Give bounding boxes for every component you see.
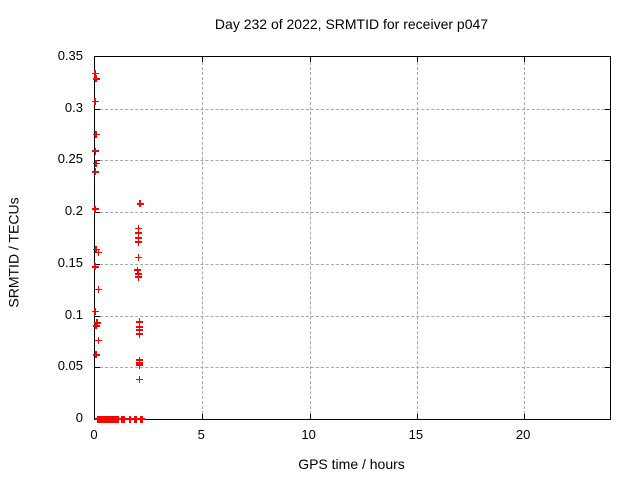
y-tick-label: 0 — [75, 410, 83, 425]
y-tick-mark — [605, 108, 610, 110]
y-tick-mark — [605, 315, 610, 317]
y-tick-label: 0.3 — [64, 99, 83, 115]
data-point-marker — [134, 234, 142, 242]
data-point-marker — [134, 229, 142, 237]
data-point-marker — [92, 351, 100, 359]
y-tick-label: 0.25 — [57, 151, 83, 167]
y-tick-label: 0.2 — [64, 203, 83, 219]
y-tick-mark — [95, 315, 100, 317]
y-axis-label: SRMTID / TECUs — [5, 197, 22, 308]
h-gridline — [95, 315, 610, 317]
data-point-marker — [92, 160, 100, 168]
data-point-marker — [133, 266, 141, 274]
data-point-marker — [91, 263, 99, 271]
data-point-marker — [91, 205, 99, 213]
x-tick-mark — [416, 57, 418, 62]
data-point-marker — [135, 326, 143, 334]
data-point-marker — [91, 70, 99, 78]
data-point-marker — [138, 415, 146, 423]
data-point-marker — [132, 415, 140, 423]
h-gridline — [95, 263, 610, 265]
x-axis-label: GPS time / hours — [298, 456, 405, 472]
h-gridline — [95, 212, 610, 214]
h-gridline — [95, 160, 610, 162]
x-tick-mark — [309, 57, 311, 62]
x-tick-mark — [524, 414, 526, 419]
data-point-marker — [92, 131, 100, 139]
plot-area — [91, 56, 611, 423]
v-gridline — [524, 57, 526, 419]
data-point-marker — [92, 322, 100, 330]
x-tick-mark — [202, 57, 204, 62]
v-gridline — [309, 57, 311, 419]
y-tick-mark — [605, 212, 610, 214]
y-tick-label: 0.05 — [57, 358, 83, 374]
x-tick-label: 10 — [301, 427, 316, 442]
data-point-marker — [94, 286, 102, 294]
x-tick-label: 20 — [515, 427, 531, 442]
x-tick-label: 15 — [408, 427, 424, 442]
data-point-marker — [92, 245, 100, 253]
x-tick-mark — [309, 414, 311, 419]
data-point-marker — [94, 336, 102, 344]
y-tick-mark — [605, 367, 610, 369]
v-gridline — [416, 57, 418, 419]
h-gridline — [95, 108, 610, 110]
data-point-marker — [126, 415, 134, 423]
data-point-marker — [120, 415, 128, 423]
h-gridline — [95, 367, 610, 369]
y-tick-mark — [95, 212, 100, 214]
data-point-marker — [135, 330, 143, 338]
data-point-marker — [135, 361, 143, 369]
data-point-marker — [91, 168, 99, 176]
y-tick-mark — [95, 263, 100, 265]
data-point-marker — [91, 307, 99, 315]
y-tick-label: 0.35 — [57, 48, 83, 63]
data-point-marker — [91, 147, 99, 155]
y-tick-mark — [95, 160, 100, 162]
data-point-marker — [92, 75, 100, 83]
y-tick-label: 0.1 — [64, 306, 83, 322]
y-tick-mark — [605, 263, 610, 265]
data-point-marker — [93, 319, 101, 327]
x-tick-label: 0 — [90, 427, 98, 442]
y-tick-mark — [95, 108, 100, 110]
x-tick-label: 5 — [197, 427, 205, 442]
x-tick-mark — [202, 414, 204, 419]
data-point-marker — [134, 238, 142, 246]
y-tick-mark — [95, 367, 100, 369]
data-point-marker — [135, 376, 143, 384]
x-tick-mark — [416, 414, 418, 419]
data-point-marker — [91, 97, 99, 105]
data-point-marker — [134, 273, 142, 281]
x-tick-mark — [524, 57, 526, 62]
data-point-marker — [134, 254, 142, 262]
y-tick-mark — [605, 160, 610, 162]
data-point-marker — [94, 248, 102, 256]
v-gridline — [202, 57, 204, 419]
chart-title: Day 232 of 2022, SRMTID for receiver p04… — [214, 16, 489, 32]
y-tick-label: 0.15 — [57, 254, 83, 270]
data-point-marker — [135, 318, 143, 326]
data-point-marker — [134, 225, 142, 233]
data-point-marker — [136, 200, 144, 208]
